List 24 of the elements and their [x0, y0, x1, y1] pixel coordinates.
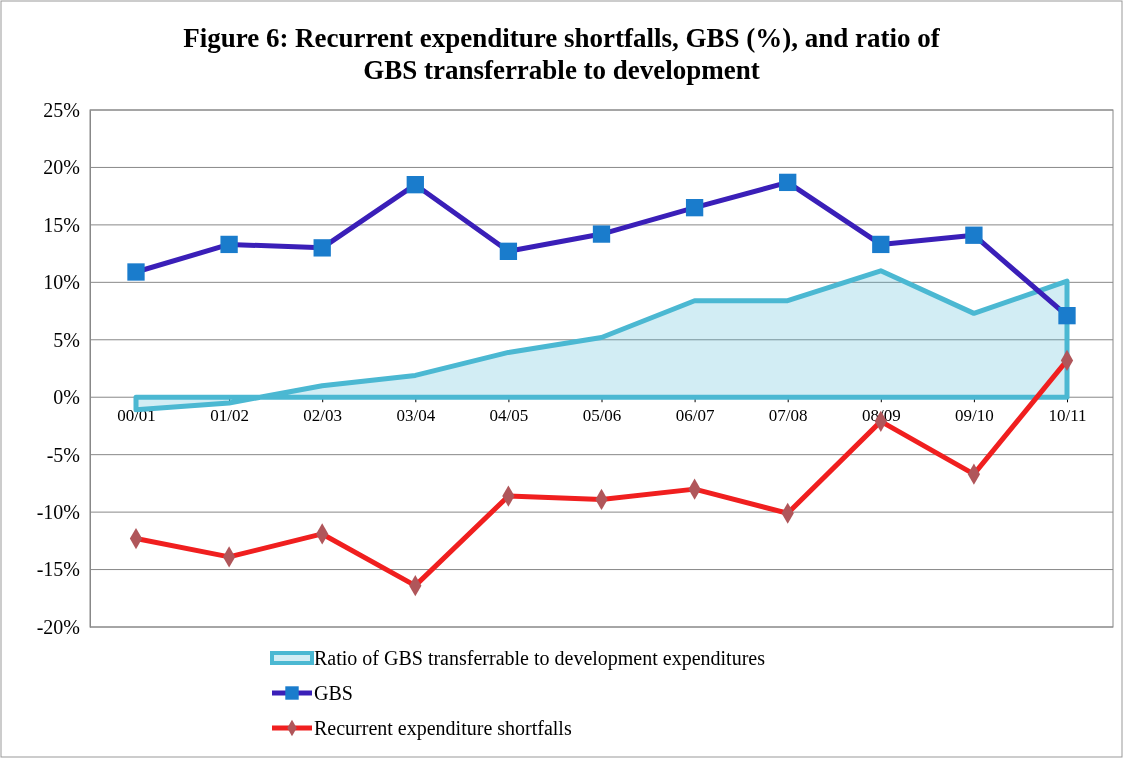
y-tick-label: 15%	[43, 213, 80, 236]
legend-label: Recurrent expenditure shortfalls	[314, 717, 572, 740]
y-tick-label: -15%	[36, 558, 80, 581]
x-tick-label: 09/10	[955, 405, 994, 425]
x-tick-label: 05/06	[582, 405, 622, 425]
y-tick-label: 10%	[43, 271, 80, 294]
y-tick-label: -20%	[36, 615, 80, 638]
y-tick-label: 20%	[43, 156, 80, 179]
y-tick-label: 0%	[53, 386, 80, 409]
x-tick-label: 07/08	[768, 405, 808, 425]
x-tick-label: 03/04	[396, 405, 436, 425]
chart-title: Figure 6: Recurrent expenditure shortfalls, GBS (%), and ratio of GBS transferrable to development	[183, 23, 941, 85]
x-tick-label: 06/07	[675, 405, 715, 425]
x-tick-label: 02/03	[303, 405, 343, 425]
legend-label: GBS	[314, 682, 353, 704]
x-tick-label: 10/11	[1048, 405, 1087, 425]
y-tick-label: 5%	[53, 328, 80, 351]
y-tick-label: -10%	[36, 501, 80, 524]
legend-label: Ratio of GBS transferrable to development expenditures	[314, 647, 766, 670]
x-tick-label: 01/02	[210, 405, 249, 425]
x-tick-label: 00/01	[117, 405, 156, 425]
x-tick-label: 04/05	[489, 405, 529, 425]
y-tick-label: 25%	[43, 98, 80, 121]
y-tick-label: -5%	[46, 443, 80, 466]
